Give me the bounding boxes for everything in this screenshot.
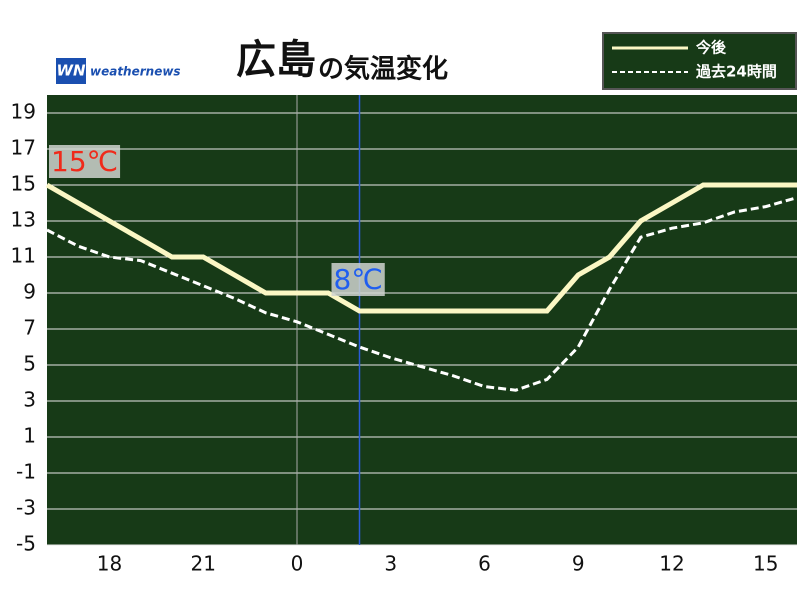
annotation: 15℃ bbox=[49, 145, 121, 178]
plot-area bbox=[47, 95, 797, 545]
y-tick-label: 5 bbox=[23, 352, 36, 376]
y-tick-label: 9 bbox=[23, 280, 36, 304]
legend-label: 過去24時間 bbox=[695, 63, 777, 81]
x-tick-label: 21 bbox=[191, 552, 216, 576]
x-tick-label: 12 bbox=[659, 552, 684, 576]
x-tick-label: 0 bbox=[291, 552, 304, 576]
series-line bbox=[45, 182, 797, 314]
y-tick-label: 11 bbox=[11, 244, 36, 268]
x-tick-label: 18 bbox=[97, 552, 122, 576]
x-tick-label: 6 bbox=[478, 552, 491, 576]
y-tick-label: -1 bbox=[16, 460, 36, 484]
logo-letters: WN bbox=[56, 62, 86, 80]
y-tick-label: -5 bbox=[16, 532, 36, 556]
series-line bbox=[46, 196, 798, 392]
legend-label: 今後 bbox=[695, 39, 727, 57]
logo-mark bbox=[56, 58, 86, 84]
annotation-label: 8℃ bbox=[334, 263, 383, 296]
x-tick-label: 3 bbox=[384, 552, 397, 576]
y-tick-label: 7 bbox=[23, 316, 36, 340]
y-tick-label: 15 bbox=[11, 172, 36, 196]
annotation: 8℃ bbox=[331, 263, 385, 296]
annotation-label: 15℃ bbox=[51, 145, 118, 178]
brand: weathernews bbox=[90, 65, 181, 79]
annotation-box bbox=[49, 145, 121, 178]
y-tick-label: 1 bbox=[23, 424, 36, 448]
legend-box bbox=[602, 32, 797, 90]
x-tick-label: 9 bbox=[572, 552, 585, 576]
x-tick-label: 15 bbox=[753, 552, 778, 576]
chart-subtitle: の気温変化 bbox=[318, 54, 448, 85]
y-tick-label: 19 bbox=[11, 100, 36, 124]
chart-title: 広島 bbox=[236, 37, 316, 83]
annotation-box bbox=[331, 263, 385, 296]
y-tick-label: -3 bbox=[16, 496, 36, 520]
y-tick-label: 13 bbox=[11, 208, 36, 232]
logo: WN weathernews bbox=[56, 58, 181, 84]
y-tick-label: 3 bbox=[23, 388, 36, 412]
y-tick-label: 17 bbox=[11, 136, 36, 160]
